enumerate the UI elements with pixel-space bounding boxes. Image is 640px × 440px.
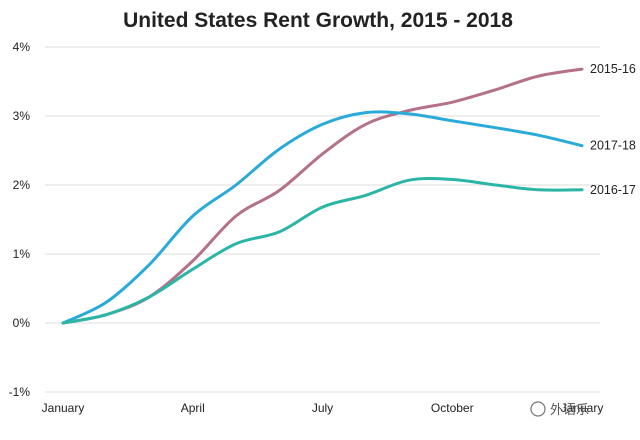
series-line-2015-16 — [61, 67, 584, 325]
x-tick-label: April — [181, 401, 205, 415]
x-tick-label: October — [431, 401, 474, 415]
x-tick-label: January — [42, 401, 85, 415]
series-label-2015-16: 2015-16 — [590, 62, 636, 76]
y-tick-label: 4% — [13, 40, 31, 54]
wechat-icon — [530, 401, 546, 417]
x-axis-ticks: January April July October January — [42, 401, 604, 415]
y-tick-label: -1% — [9, 385, 31, 399]
watermark-text: 外语乐 — [550, 402, 589, 417]
series-labels: 2015-16 2017-18 2016-17 — [590, 62, 636, 197]
gridlines — [45, 46, 600, 393]
y-tick-label: 2% — [13, 178, 31, 192]
series-line-2016-17 — [61, 177, 584, 325]
x-tick-label: January — [561, 401, 604, 415]
series-lines — [61, 67, 584, 325]
watermark: 外语乐 — [530, 401, 589, 417]
series-line-2017-18 — [61, 110, 584, 325]
y-tick-label: 0% — [13, 316, 31, 330]
y-tick-label: 3% — [13, 109, 31, 123]
x-tick-label: July — [312, 401, 333, 415]
y-tick-label: 1% — [13, 247, 31, 261]
series-label-2016-17: 2016-17 — [590, 183, 636, 197]
series-label-2017-18: 2017-18 — [590, 139, 636, 153]
y-axis-ticks: 4% 3% 2% 1% 0% -1% — [9, 40, 31, 399]
chart-title: United States Rent Growth, 2015 - 2018 — [123, 9, 513, 32]
